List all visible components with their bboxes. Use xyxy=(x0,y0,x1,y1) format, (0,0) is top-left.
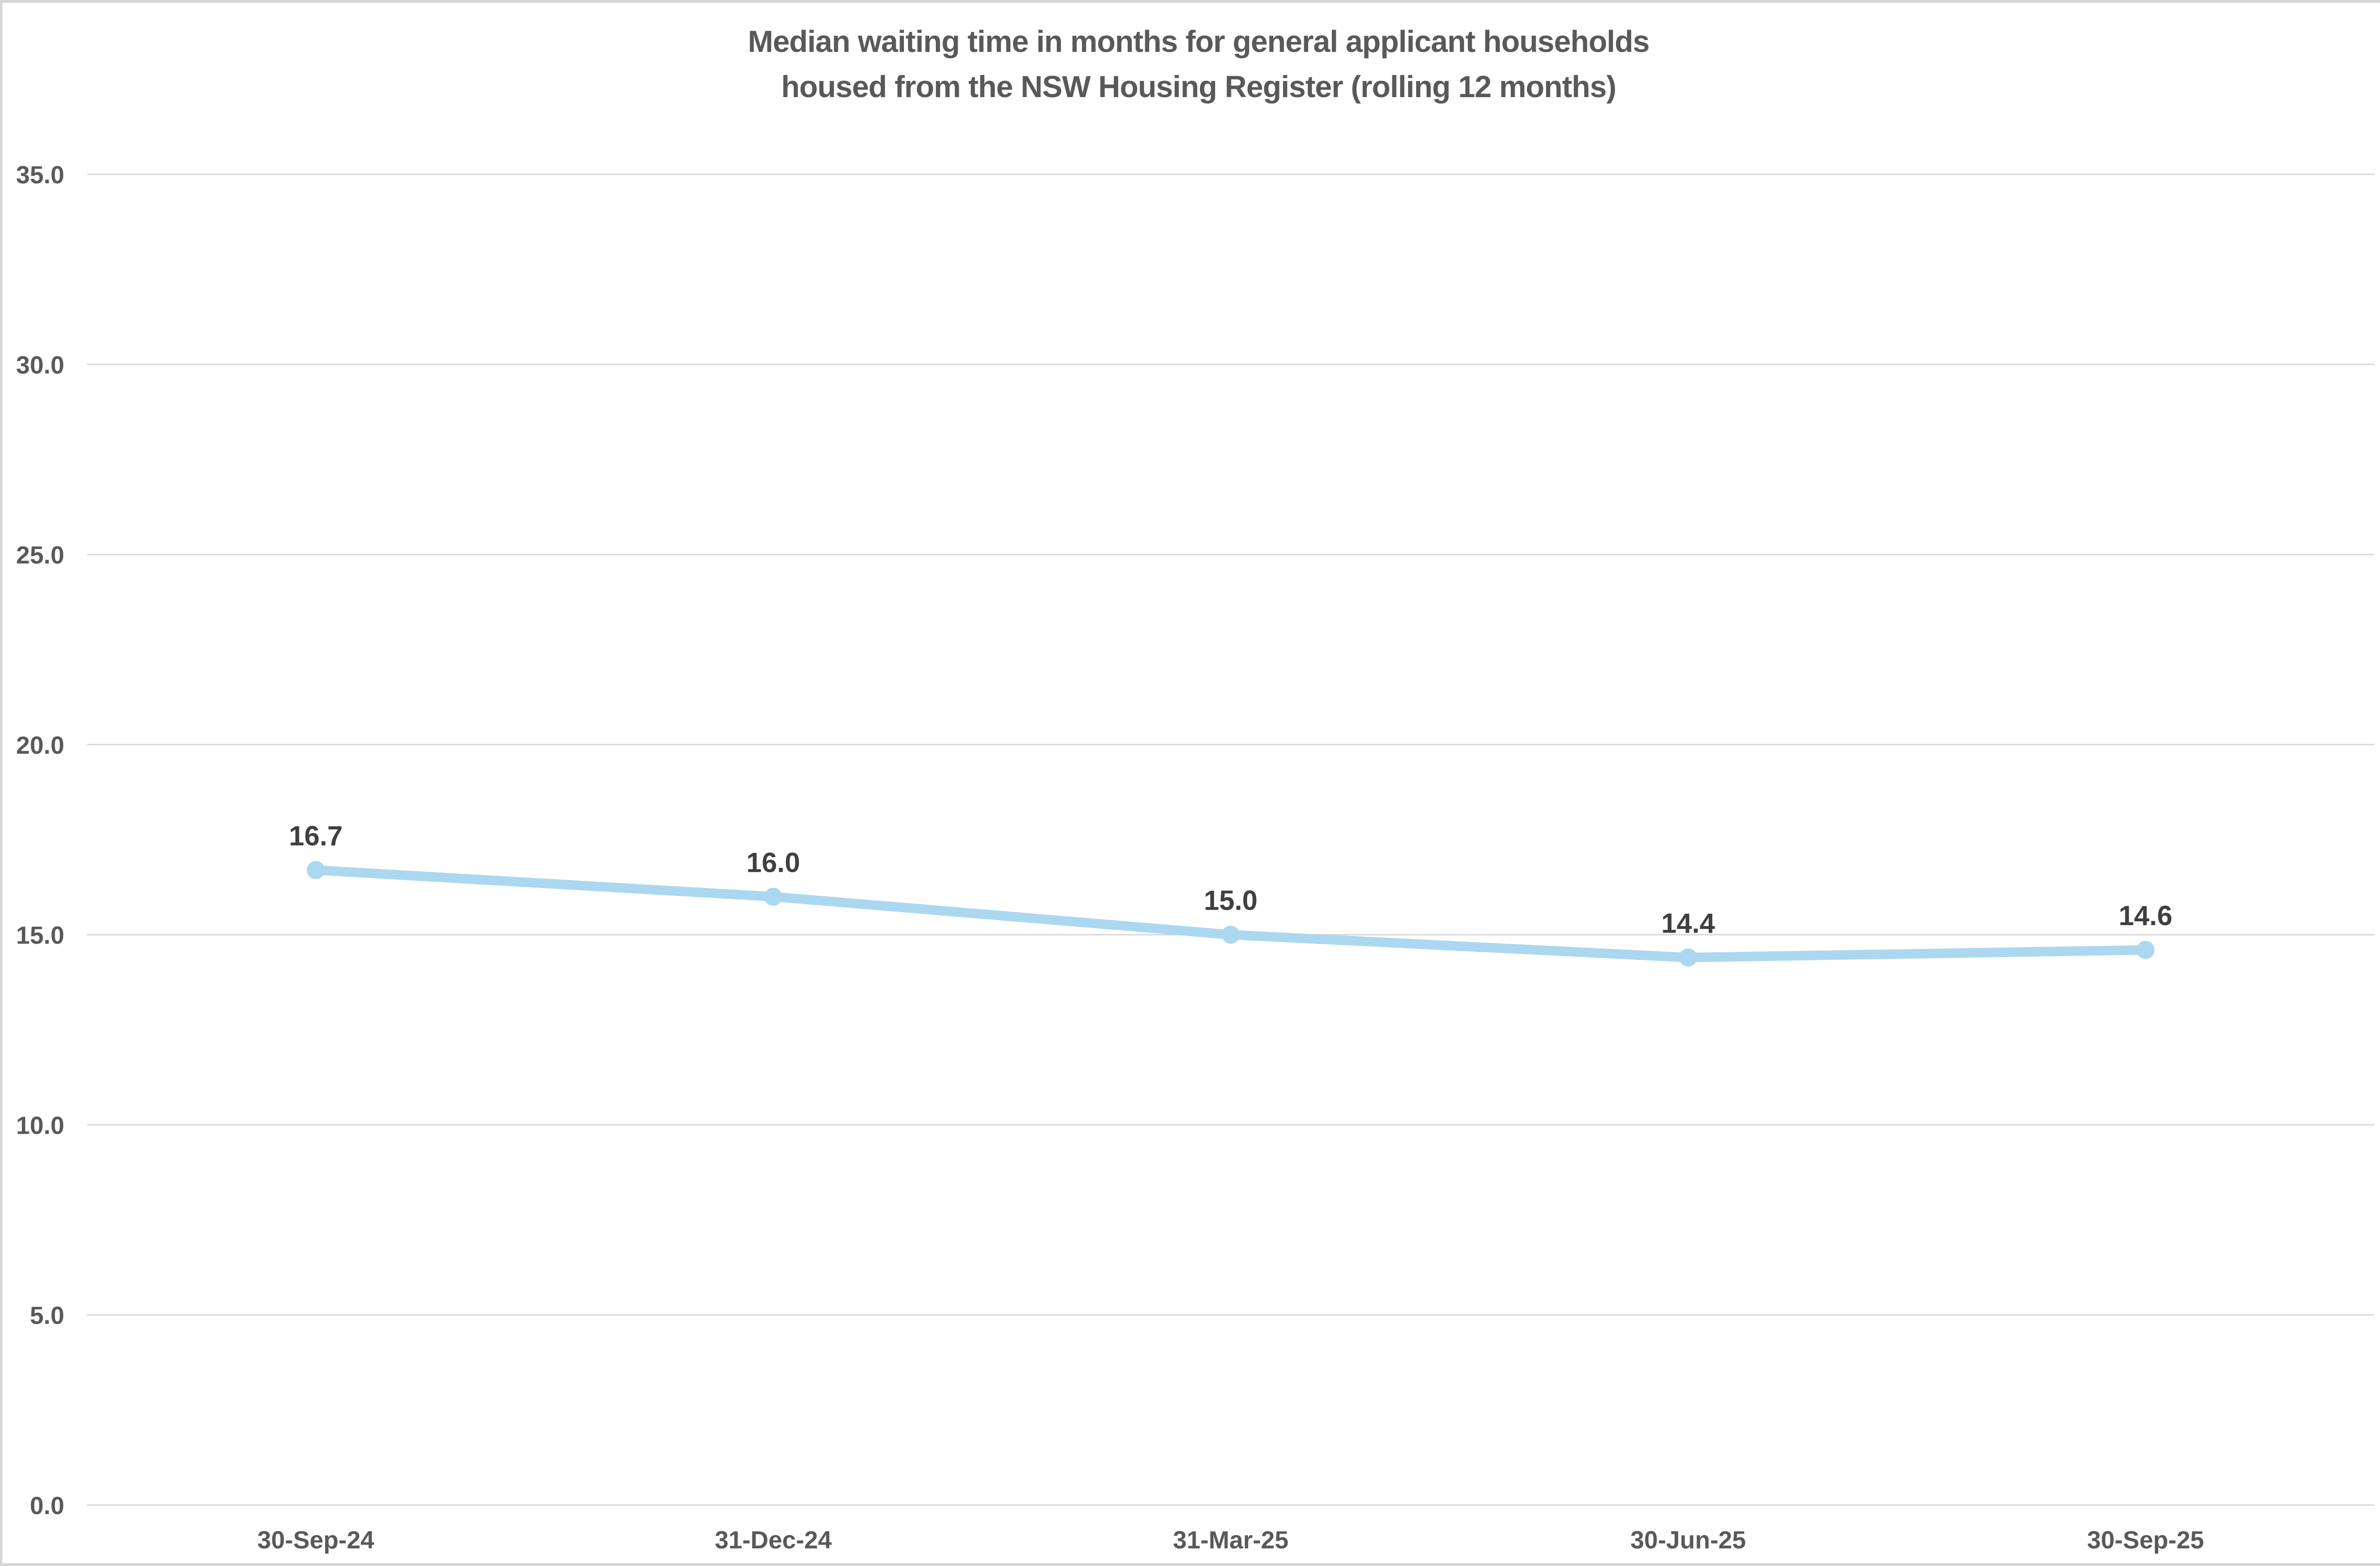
data-label: 16.0 xyxy=(746,847,800,878)
chart-title-line-2: housed from the NSW Housing Register (ro… xyxy=(781,70,1616,104)
chart-title-line-1: Median waiting time in months for genera… xyxy=(748,24,1650,59)
y-tick-label: 25.0 xyxy=(16,542,64,569)
x-tick-label: 31-Mar-25 xyxy=(1173,1526,1289,1554)
data-point-marker xyxy=(307,861,325,879)
y-tick-label: 15.0 xyxy=(16,922,64,949)
data-point-marker xyxy=(764,888,783,906)
data-point-marker xyxy=(1679,948,1697,967)
data-point-marker xyxy=(2136,941,2155,959)
y-tick-label: 10.0 xyxy=(16,1112,64,1139)
y-tick-label: 30.0 xyxy=(16,351,64,379)
x-tick-label: 30-Jun-25 xyxy=(1630,1526,1746,1554)
data-label: 14.4 xyxy=(1661,908,1715,939)
data-label: 14.6 xyxy=(2119,900,2172,931)
data-label: 15.0 xyxy=(1204,885,1258,916)
chart-title: Median waiting time in months for genera… xyxy=(2,19,2380,110)
y-tick-label: 20.0 xyxy=(16,732,64,759)
x-tick-label: 30-Sep-24 xyxy=(258,1526,375,1554)
line-chart-plot-area: 35.0 30.0 25.0 20.0 15.0 10.0 5.0 0.0 30-Sep-24 3… xyxy=(16,161,2374,1554)
y-tick-label: 5.0 xyxy=(30,1302,64,1330)
data-label: 16.7 xyxy=(289,820,343,851)
y-tick-label: 0.0 xyxy=(30,1492,64,1520)
data-point-marker xyxy=(1221,926,1240,944)
x-tick-label: 30-Sep-25 xyxy=(2087,1526,2204,1554)
y-tick-label: 35.0 xyxy=(16,161,64,189)
x-tick-label: 31-Dec-24 xyxy=(715,1526,832,1554)
